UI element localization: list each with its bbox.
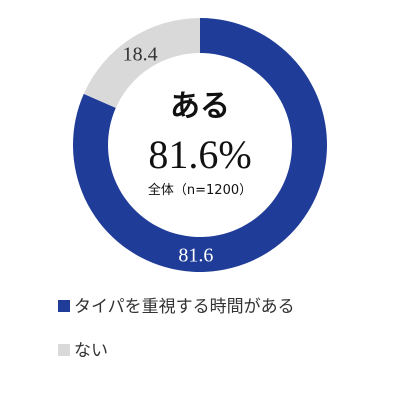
slice-value-labels: 81.6 18.4: [123, 43, 214, 266]
slice-value-label-1: 81.6: [178, 244, 213, 266]
legend-swatch-1: [58, 300, 70, 312]
legend-label-2: ない: [74, 341, 108, 361]
slice-value-label-2: 18.4: [123, 43, 158, 65]
center-summary: ある 81.6% 全体（n=1200）: [148, 89, 252, 198]
legend-label-1: タイパを重視する時間がある: [74, 297, 295, 317]
legend-swatch-2: [58, 344, 70, 356]
donut-slices: [72, 18, 327, 272]
donut-slice-2: [83, 18, 200, 108]
center-value: 81.6%: [148, 132, 251, 177]
center-sample-note: 全体（n=1200）: [148, 182, 252, 198]
center-title: ある: [170, 89, 230, 124]
